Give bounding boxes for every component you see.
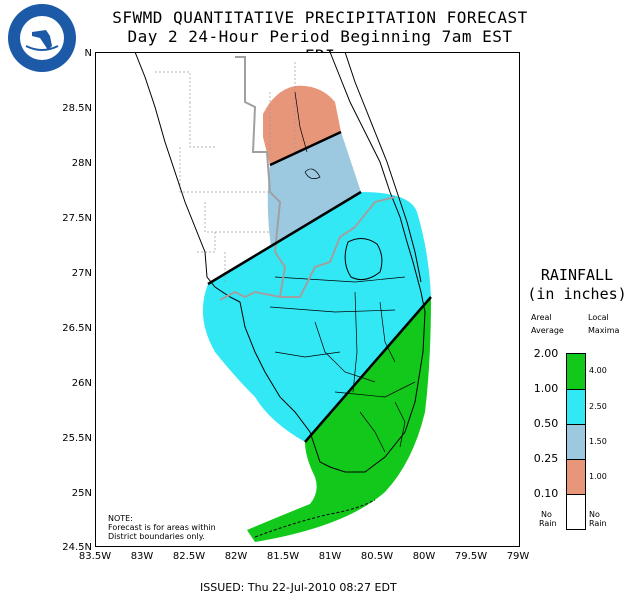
lon-label-80: 80W xyxy=(412,551,436,562)
legend-max-no-rain-2: Rain xyxy=(589,519,607,528)
legend-areal-100: 1.00 xyxy=(533,382,559,395)
legend-areal-200: 2.00 xyxy=(533,347,559,360)
legend-areal-no-rain-1: No xyxy=(541,510,552,519)
issued-timestamp: ISSUED: Thu 22-Jul-2010 08:27 EDT xyxy=(200,581,397,594)
lat-label-28: 28N xyxy=(71,158,92,169)
legend-right-header-2: Maxima xyxy=(588,326,620,335)
legend-swatch-salmon xyxy=(566,459,586,495)
rain-area-cyan xyxy=(202,192,431,442)
legend-swatch-cyan xyxy=(566,389,586,425)
lat-label-26-5: 26.5N xyxy=(62,323,92,334)
lat-label-n: N xyxy=(84,48,92,59)
legend-swatch-light-blue xyxy=(566,424,586,460)
legend-right-header-1: Local xyxy=(588,313,609,322)
lon-label-82-5: 82.5W xyxy=(172,551,206,562)
rain-area-salmon xyxy=(263,85,341,165)
legend-max-150: 1.50 xyxy=(589,437,607,446)
lat-label-26: 26N xyxy=(71,378,92,389)
legend-areal-no-rain-2: Rain xyxy=(539,519,557,528)
map-title: SFWMD QUANTITATIVE PRECIPITATION FORECAS… xyxy=(112,8,528,27)
legend-subtitle: (in inches) xyxy=(527,285,627,303)
legend-max-no-rain-1: No xyxy=(589,510,600,519)
forecast-map xyxy=(95,52,520,547)
sfwmd-logo xyxy=(8,4,76,72)
lake-okeechobee xyxy=(344,238,383,281)
lon-label-82: 82W xyxy=(224,551,248,562)
legend-left-header-1: Areal xyxy=(531,313,552,322)
lon-label-81-5: 81.5W xyxy=(266,551,300,562)
legend-areal-010: 0.10 xyxy=(533,487,559,500)
legend-max-100: 1.00 xyxy=(589,472,607,481)
lon-label-80-5: 80.5W xyxy=(360,551,394,562)
note-line-2: Forecast is for areas within xyxy=(108,523,216,532)
rain-area-light-blue xyxy=(267,132,361,247)
lon-label-83: 83W xyxy=(130,551,154,562)
note-line-1: NOTE: xyxy=(108,514,133,523)
lon-label-83-5: 83.5W xyxy=(78,551,112,562)
legend-swatch-green xyxy=(566,353,586,390)
legend-swatch-white xyxy=(566,494,586,530)
lat-label-27-5: 27.5N xyxy=(62,213,92,224)
map-note: NOTE: Forecast is for areas within Distr… xyxy=(108,514,216,541)
lon-label-79-5: 79.5W xyxy=(454,551,488,562)
lon-label-79: 79W xyxy=(506,551,530,562)
legend-max-400: 4.00 xyxy=(589,366,607,375)
note-line-3: District boundaries only. xyxy=(108,532,205,541)
legend-areal-025: 0.25 xyxy=(533,452,559,465)
rain-area-green xyxy=(247,297,431,542)
lat-label-25-5: 25.5N xyxy=(62,433,92,444)
legend-title: RAINFALL xyxy=(540,266,614,284)
lon-label-81: 81W xyxy=(318,551,342,562)
lat-label-27: 27N xyxy=(71,268,92,279)
lat-label-25: 25N xyxy=(71,488,92,499)
legend-left-header-2: Average xyxy=(531,326,564,335)
lat-label-24-5: 24.5N xyxy=(62,542,92,553)
lat-label-28-5: 28.5N xyxy=(62,103,92,114)
legend-max-250: 2.50 xyxy=(589,402,607,411)
legend-areal-050: 0.50 xyxy=(533,417,559,430)
